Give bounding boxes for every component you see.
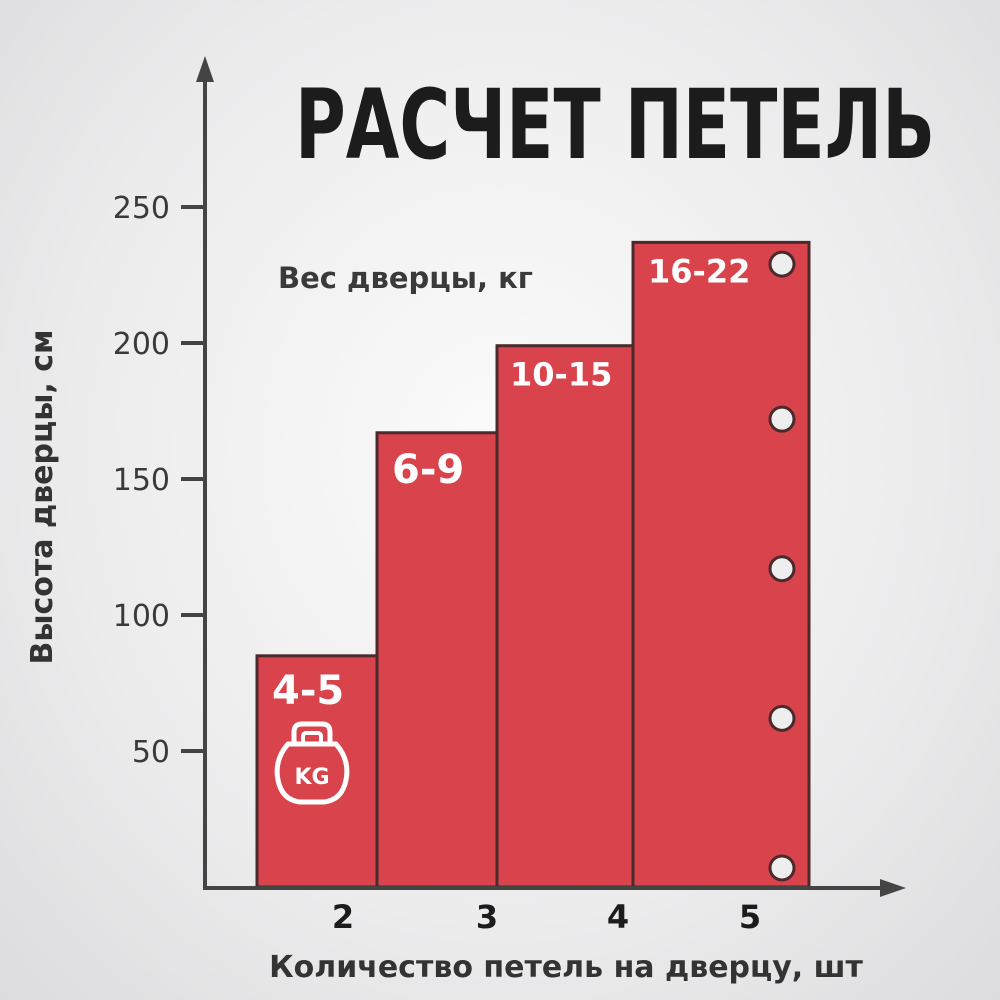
y-axis-title: Высота дверцы, см xyxy=(25,329,60,664)
bars-layer: 4-5 6-9 10-15 16-22 xyxy=(255,240,811,889)
x-category-label-5: 5 xyxy=(739,898,761,936)
hinge-dot-5-4 xyxy=(768,405,796,433)
kg-icon-label: KG xyxy=(294,765,329,790)
bar-label-5: 16-22 xyxy=(648,252,750,290)
kettlebell-kg-icon: KG xyxy=(274,721,350,805)
x-axis-arrow xyxy=(880,879,906,897)
chart-title: РАСЧЕТ ПЕТЕЛЬ xyxy=(295,69,935,181)
bar-label-4: 10-15 xyxy=(510,356,612,394)
bar-label-3: 6-9 xyxy=(392,447,464,493)
y-tick-label-250: 250 xyxy=(113,191,170,226)
x-category-label-4: 4 xyxy=(607,898,629,936)
y-tick-label-200: 200 xyxy=(113,327,170,362)
hinge-dot-5-1 xyxy=(768,854,796,882)
x-category-label-2: 2 xyxy=(332,898,354,936)
hinge-dot-5-2 xyxy=(768,704,796,732)
x-axis-title: Количество петель на дверцу, шт xyxy=(269,950,863,985)
y-tick-label-100: 100 xyxy=(113,599,170,634)
y-tick-label-50: 50 xyxy=(132,735,170,770)
bar-label-2: 4-5 xyxy=(272,668,344,714)
legend-label: Вес дверцы, кг xyxy=(278,261,533,295)
axes-layer: 50 100 150 200 250 2 3 4 5 xyxy=(113,56,906,936)
hinge-dot-5-3 xyxy=(768,555,796,583)
hinge-dot-5-5 xyxy=(768,250,796,278)
y-tick-label-150: 150 xyxy=(113,463,170,498)
y-axis-arrow xyxy=(196,56,214,82)
x-category-label-3: 3 xyxy=(476,898,498,936)
